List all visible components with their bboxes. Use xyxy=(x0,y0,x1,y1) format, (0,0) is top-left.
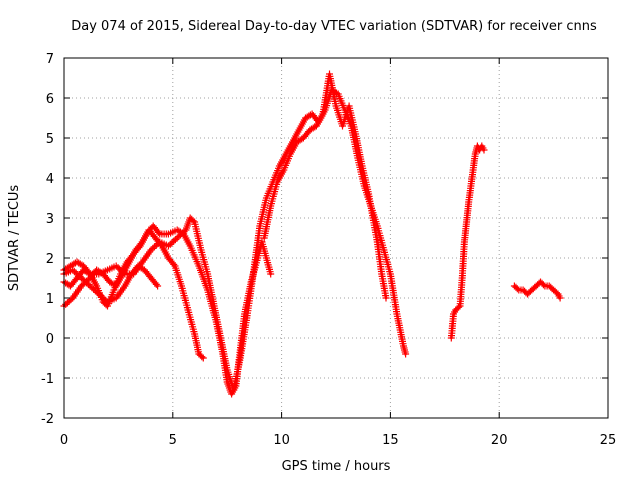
y-tick-label: -1 xyxy=(41,372,54,387)
plus-markers xyxy=(447,142,488,342)
plus-markers xyxy=(60,222,275,398)
series-sat-e xyxy=(260,70,390,302)
plus-markers xyxy=(60,86,410,394)
y-tick-label: 1 xyxy=(46,292,54,307)
axis-ticks: -2 -1 0 1 2 3 4 5 6 7 0 5 10 15 20 25 xyxy=(41,52,616,448)
series-sat-a xyxy=(60,222,275,398)
y-tick-label: 5 xyxy=(46,132,54,147)
series-sat-c xyxy=(60,226,207,362)
y-tick-label: 0 xyxy=(46,332,54,347)
chart-title: Day 074 of 2015, Sidereal Day-to-day VTE… xyxy=(71,19,597,34)
y-tick-label: 2 xyxy=(46,252,54,267)
plus-markers xyxy=(510,278,564,302)
x-tick-label: 0 xyxy=(60,433,68,448)
series-sat-g xyxy=(510,278,564,302)
plot-frame xyxy=(63,57,609,419)
y-tick-label: -2 xyxy=(41,412,54,427)
y-tick-label: 6 xyxy=(46,92,54,107)
series-sat-f xyxy=(447,142,488,342)
x-tick-label: 20 xyxy=(491,433,508,448)
y-tick-label: 7 xyxy=(46,52,54,67)
y-tick-label: 4 xyxy=(46,172,54,187)
plus-markers xyxy=(260,70,390,302)
y-tick-label: 3 xyxy=(46,212,54,227)
x-tick-label: 5 xyxy=(169,433,177,448)
grid-lines xyxy=(64,58,608,418)
x-tick-label: 25 xyxy=(600,433,617,448)
x-axis-label: GPS time / hours xyxy=(282,459,391,474)
data-series xyxy=(60,70,564,398)
y-axis-label: SDTVAR / TECUs xyxy=(7,185,22,292)
x-tick-label: 15 xyxy=(382,433,399,448)
x-tick-label: 10 xyxy=(273,433,290,448)
series-sat-b xyxy=(60,86,410,394)
